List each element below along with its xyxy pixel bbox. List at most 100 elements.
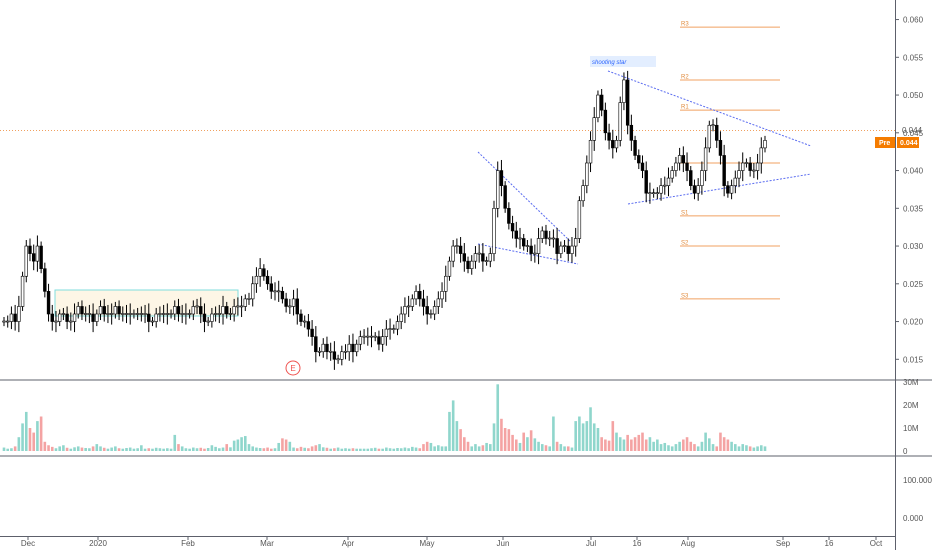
volume-bar [626,434,629,451]
falling-wedge-upper-trendline[interactable] [477,151,571,242]
candle-body [618,102,622,141]
volume-bar [474,444,477,451]
volume-bar [563,446,566,451]
volume-bar [273,448,277,451]
candle-body [603,109,608,134]
volume-bar [708,438,711,451]
earnings-marker[interactable] [285,360,301,376]
candle-body [429,313,433,315]
volume-bar [741,444,745,451]
candle-body [555,238,559,254]
volume-series[interactable] [2,384,767,451]
candle-body [254,275,259,285]
candle-body [366,335,370,338]
candle-body [336,358,340,361]
date-tick-label: Oct [870,539,883,548]
candle-body [13,313,17,322]
price-pane[interactable] [0,0,895,380]
candle-body [759,147,763,164]
candle-body [648,192,652,194]
volume-bar [24,411,28,451]
trend-lines[interactable] [477,70,812,265]
triangle-lower-trendline[interactable] [627,173,812,205]
candle-body [722,155,726,186]
candle-body [755,162,760,171]
price-tick-label: 0.035 [903,204,924,213]
candle-body [362,335,366,338]
candle-body [629,124,634,141]
volume-bar [166,448,169,451]
volume-bar [689,441,693,451]
candle-body [180,313,184,315]
volume-bar [693,444,696,451]
volume-bar [158,448,162,451]
volume-bar [314,445,318,451]
volume-bar [169,448,173,451]
volume-bar [670,446,674,451]
volume-bar [84,448,87,451]
candle-body [277,290,281,293]
volume-bar [559,444,563,451]
volume-bar [366,448,370,451]
oscillator-pane[interactable] [0,456,895,536]
triangle-upper-trendline[interactable] [607,70,812,147]
oscillator-axis-ticks: 100.000 0.000 [903,476,932,523]
candle-body [347,343,351,353]
volume-bar [578,416,581,451]
candle-body [113,306,118,315]
candle-body [599,94,604,111]
date-tick-label: Dec [21,539,35,548]
date-tick-label: Sep [776,539,791,548]
candle-body [299,313,303,322]
candle-body [295,298,299,315]
volume-bar [303,447,306,451]
candle-body [614,140,619,149]
volume-bar [10,448,13,451]
volume-pane[interactable] [0,380,895,456]
candle-body [562,245,567,247]
annotation-box[interactable] [590,56,656,67]
candle-body [737,170,741,179]
volume-bar [726,439,730,451]
candle-body [102,306,106,315]
falling-wedge-lower-trendline[interactable] [477,243,579,265]
candle-body [670,170,674,179]
volume-bar [288,441,292,451]
candle-body [410,298,415,307]
volume-bar [281,438,284,451]
candle-body [418,291,422,300]
volume-bar [47,445,50,451]
candle-body [280,291,285,300]
candle-body [388,328,392,330]
volume-bar [581,423,585,451]
volume-bar [173,434,177,451]
volume-bar [719,432,722,451]
earnings-marker-label: E [290,364,295,373]
volume-bar [39,416,43,451]
volume-bar [500,418,503,451]
candle-body [703,147,708,171]
volume-bar [674,444,678,451]
candle-body [340,351,344,360]
volume-bar [195,448,199,451]
candle-body [625,79,630,126]
pre-market-price-tag[interactable]: Pre 0.044 [875,137,919,148]
candle-body [718,140,723,156]
volume-bar [511,434,514,451]
volume-bar [362,448,366,451]
candle-body [496,170,500,209]
volume-bar [596,428,600,451]
candle-body [729,185,734,194]
volume-bar [17,437,21,451]
candle-body [677,155,682,164]
candle-body [458,245,463,254]
candle-body [31,253,36,262]
candle-body [659,185,663,194]
volume-bar [214,446,217,451]
volume-bar [50,446,54,451]
volume-bar [162,448,165,451]
volume-bar [574,421,577,451]
candle-body [147,313,151,322]
candlestick-series[interactable] [2,70,767,370]
